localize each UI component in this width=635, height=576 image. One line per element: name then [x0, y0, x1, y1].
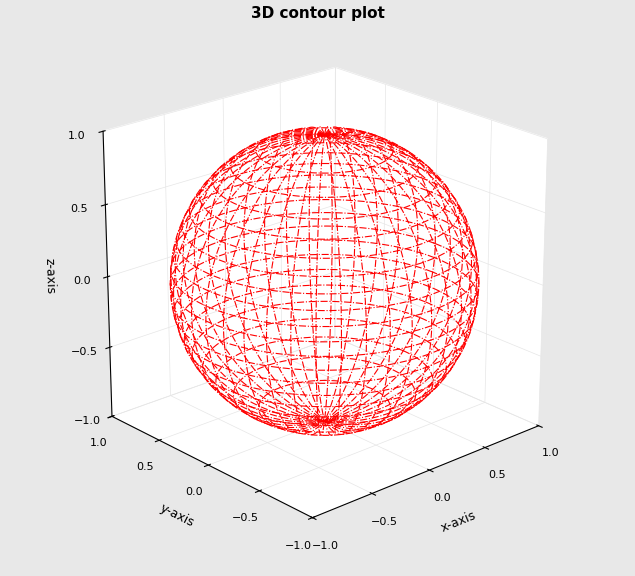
Y-axis label: y-axis: y-axis	[157, 501, 196, 529]
X-axis label: x-axis: x-axis	[439, 509, 478, 535]
Title: 3D contour plot: 3D contour plot	[251, 6, 384, 21]
